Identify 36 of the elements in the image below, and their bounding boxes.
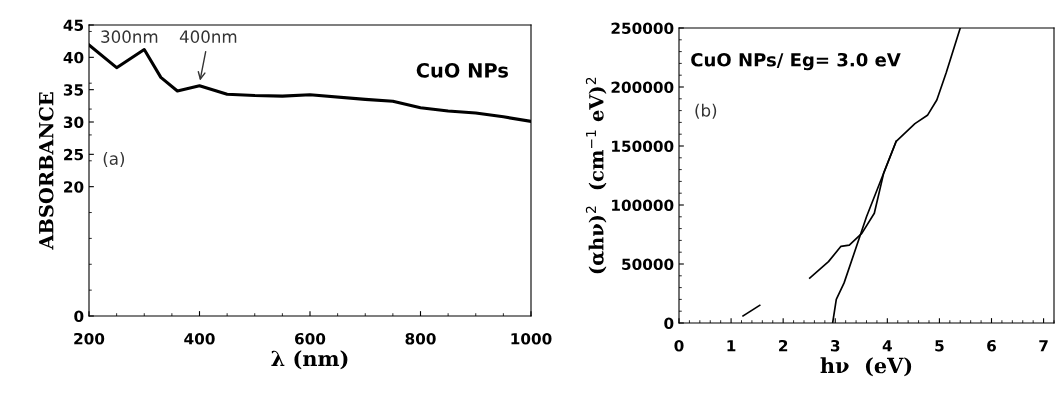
annotation: 300nm	[101, 30, 158, 43]
y-tick-label: 200000	[611, 81, 674, 94]
x-tick-label: 6	[987, 339, 996, 352]
y-tick-label: 50000	[622, 258, 674, 271]
y-tick-label: 40	[63, 51, 84, 64]
x-tick-label: 1000	[511, 332, 552, 345]
x-axis-title: hν (eV)	[820, 357, 912, 377]
x-tick-label: 1	[727, 340, 736, 352]
x-tick-label: 400	[184, 332, 215, 345]
y-tick-label: 30	[63, 116, 84, 129]
annotation: CuO NPs/ Eg= 3.0 eV	[691, 52, 901, 71]
y-tick-label: 20	[64, 181, 84, 193]
x-tick-label: 2	[779, 339, 788, 352]
x-tick-label: 600	[295, 332, 326, 345]
y-tick-label: 150000	[612, 140, 674, 153]
x-tick-label: 3	[830, 339, 840, 352]
y-axis-title: ABSORBANCE	[38, 92, 54, 250]
y-tick-label: 250000	[611, 22, 674, 35]
y-tick-label: 100000	[612, 199, 674, 212]
text: (αhν)$^{2}$ (cm$^{−1}$ eV)$^{2}$	[585, 77, 607, 274]
x-tick-label: 4	[882, 340, 892, 352]
y-tick-label: 0	[664, 317, 674, 330]
annotation: (a)	[103, 152, 125, 167]
x-tick-label: 0	[674, 339, 684, 352]
x-tick-label: 200	[74, 332, 105, 345]
y-tick-label: 25	[64, 148, 84, 161]
x-tick-label: 7	[1039, 340, 1048, 352]
x-tick-label: 800	[405, 332, 436, 345]
annotation: CuO NPs	[416, 62, 508, 78]
y-tick-label: 35	[63, 84, 84, 96]
x-axis-title: λ (nm)	[271, 350, 348, 370]
y-tick-label: 45	[63, 19, 84, 32]
annotation: 400nm	[179, 30, 237, 43]
x-tick-label: 5	[935, 340, 944, 352]
y-tick-label: 0	[74, 310, 84, 323]
annotation: (b)	[695, 103, 717, 119]
